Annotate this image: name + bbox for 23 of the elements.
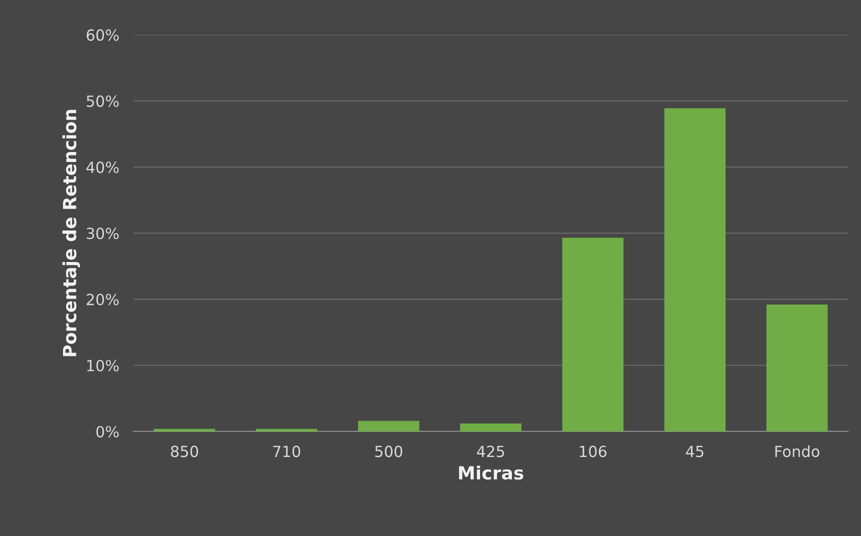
x-tick-label: 710	[273, 446, 300, 458]
y-tick-label: 30%	[86, 228, 119, 240]
y-tick-label: 10%	[87, 360, 119, 372]
bar	[256, 428, 318, 432]
y-tick-label: 50%	[86, 95, 119, 107]
bar	[664, 108, 726, 432]
x-tick-label: 850	[170, 446, 198, 458]
x-axis-title: Micras	[459, 466, 524, 480]
bar	[358, 420, 420, 432]
bar	[154, 428, 216, 432]
y-tick-label: 20%	[86, 294, 119, 306]
x-tick-label: 45	[686, 446, 704, 458]
bar	[460, 424, 522, 432]
y-tick-label: 0%	[96, 426, 119, 438]
x-tick-label: 106	[580, 446, 606, 458]
x-tick-label: 425	[476, 446, 504, 458]
x-tick-label: Fondo	[775, 445, 820, 458]
x-tick-label: 500	[375, 446, 402, 458]
y-tick-label: 40%	[86, 162, 119, 174]
bar	[562, 238, 624, 432]
y-tick-label: 60%	[86, 29, 119, 41]
y-axis-title: Porcentaje de Retencion	[62, 110, 80, 356]
bar	[766, 304, 828, 432]
